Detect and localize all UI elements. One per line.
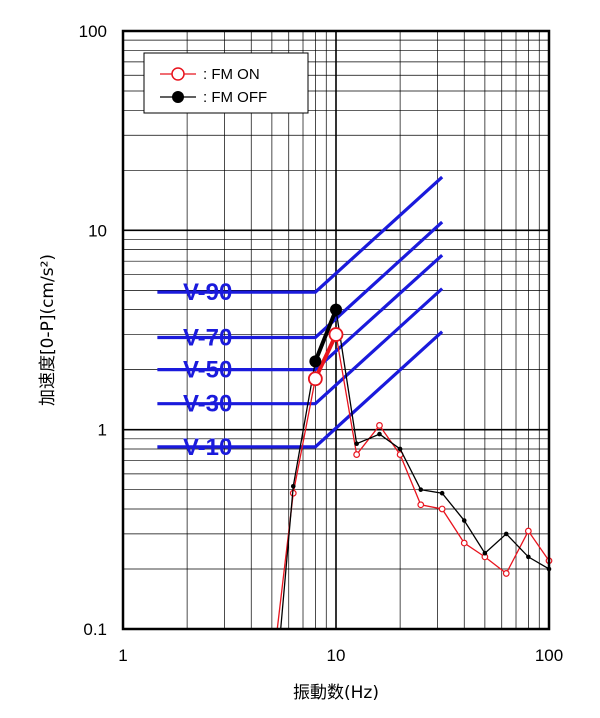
series-point	[377, 432, 382, 437]
reference-curves: V-90 V-70 V-50 V-30 V-10	[157, 177, 442, 461]
highlight-point	[330, 328, 343, 341]
series-point	[354, 452, 360, 458]
series-point	[291, 484, 296, 489]
series-point	[526, 528, 532, 534]
data-series	[277, 304, 552, 629]
y-tick-label: 0.1	[83, 620, 107, 639]
series-point	[526, 555, 531, 560]
reference-curve-label: V-30	[183, 391, 232, 418]
highlight-point	[309, 372, 322, 385]
reference-curve-label: V-70	[183, 324, 232, 351]
reference-curve-label: V-10	[183, 434, 232, 461]
y-tick-label: 1	[98, 421, 107, 440]
x-axis-title: 振動数(Hz)	[293, 683, 379, 703]
highlight-point	[309, 355, 321, 367]
legend-label-fm-on: : FM ON	[203, 66, 260, 83]
legend-marker-filled-circle	[172, 91, 184, 103]
series-point	[398, 447, 403, 452]
series-point	[418, 502, 424, 508]
series-point	[483, 551, 488, 556]
reference-curve-line	[157, 255, 442, 369]
x-tick-label: 1	[118, 646, 127, 665]
series-point	[462, 518, 467, 523]
legend: : FM ON : FM OFF	[144, 53, 308, 113]
series-point	[440, 491, 445, 496]
series-point	[439, 506, 445, 512]
x-tick-label: 100	[535, 646, 563, 665]
reference-curve-label: V-90	[183, 279, 232, 306]
series-point	[503, 571, 509, 577]
y-axis-title: 加速度[0-P](cm/s²)	[38, 254, 58, 406]
legend-label-fm-off: : FM OFF	[203, 89, 267, 106]
series-point	[504, 532, 509, 537]
series-point	[418, 487, 423, 492]
highlight-point	[330, 304, 342, 316]
x-tick-label: 10	[327, 646, 346, 665]
series-point	[377, 423, 383, 429]
y-tick-label: 10	[88, 221, 107, 240]
series-point	[354, 441, 359, 446]
series-point	[461, 540, 467, 546]
reference-curve-label: V-50	[183, 357, 232, 384]
y-tick-label: 100	[79, 22, 107, 41]
legend-marker-open-circle	[172, 68, 184, 80]
